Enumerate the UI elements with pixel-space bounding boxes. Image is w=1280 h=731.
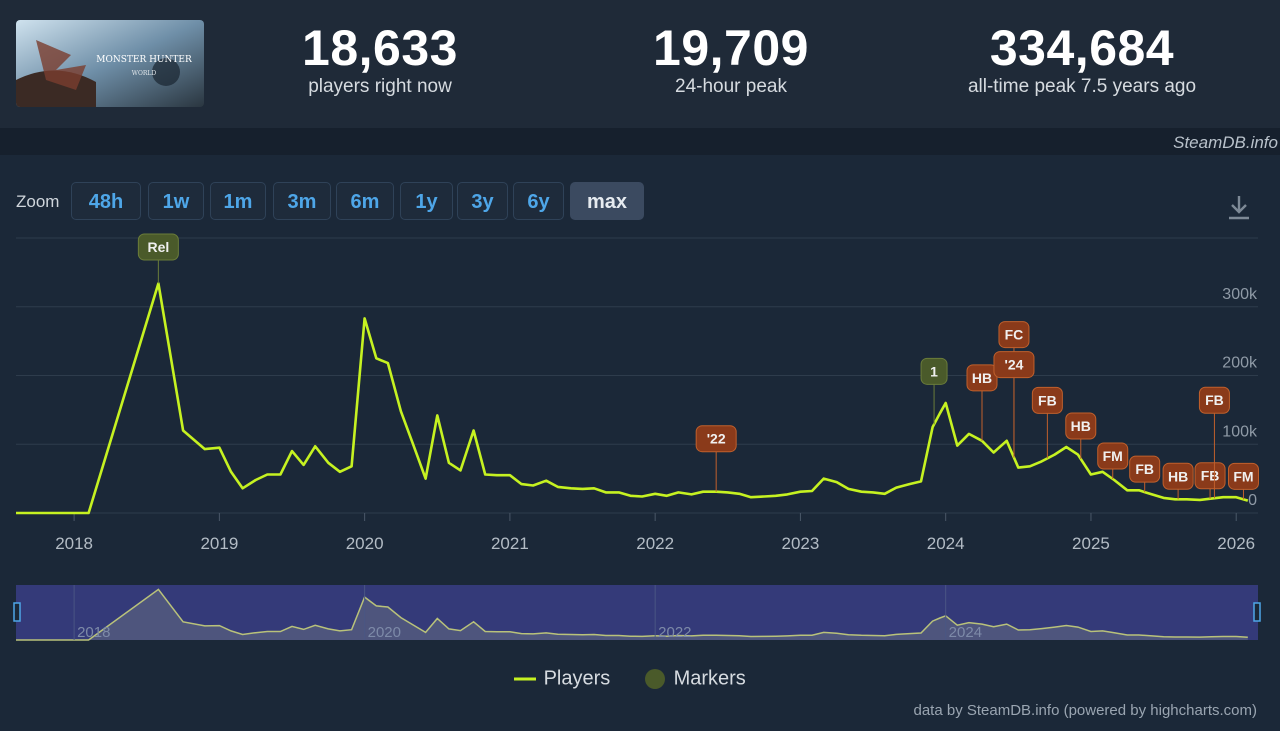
marker-flag	[920, 357, 948, 385]
navigator-series-line	[16, 588, 1248, 641]
download-icon[interactable]	[1224, 192, 1254, 222]
marker-label: Rel	[147, 239, 169, 255]
marker-label: 1	[930, 363, 938, 379]
marker-label: FB	[1038, 392, 1057, 408]
zoom-button-1y[interactable]: 1y	[400, 182, 453, 220]
zoom-label: Zoom	[16, 192, 60, 211]
marker-flag	[1031, 386, 1063, 414]
x-tick-label: 2023	[782, 534, 820, 553]
navigator-handle-left	[13, 602, 21, 622]
stat-players-now: 18,633 players right now	[210, 22, 550, 98]
marker-label: FB	[1201, 468, 1220, 484]
legend-circle-swatch	[645, 669, 665, 689]
marker-label: HB	[1071, 418, 1091, 434]
marker-label: FM	[1233, 468, 1253, 484]
marker-flag	[998, 321, 1030, 349]
x-tick-label: 2018	[55, 534, 93, 553]
stat-value: 18,633	[302, 20, 458, 76]
marker-label: '22	[707, 431, 726, 447]
player-count-chart[interactable]: 0 100k 200k 300k 2018 2019 2020 2021 2022 2023 202…	[0, 230, 1280, 660]
x-tick-label: 2020	[346, 534, 384, 553]
marker-flag	[695, 425, 737, 453]
marker-flag	[137, 233, 179, 261]
stat-24h-peak: 19,709 24-hour peak	[561, 22, 901, 98]
stat-label: players right now	[308, 76, 452, 97]
y-tick-label: 100k	[1222, 423, 1258, 440]
zoom-button-6y[interactable]: 6y	[513, 182, 564, 220]
marker-flag	[1065, 412, 1097, 440]
steamdb-credit-top[interactable]: SteamDB.info	[1173, 133, 1278, 152]
legend-label-players: Players	[543, 667, 611, 690]
capsule-subtitle: WORLD	[132, 70, 157, 77]
legend-item-players[interactable]: Players	[514, 667, 610, 691]
navigator-handle-right	[1253, 602, 1261, 622]
zoom-button-48h[interactable]: 48h	[71, 182, 141, 220]
marker-flag	[1194, 462, 1226, 490]
marker-label: FB	[1205, 392, 1224, 408]
capsule-title: MONSTER HUNTER	[96, 55, 192, 65]
y-tick-label: 200k	[1222, 355, 1258, 372]
marker-flag	[1198, 386, 1230, 414]
marker-label: HB	[1168, 468, 1188, 484]
x-tick-label: 2019	[200, 534, 238, 553]
y-tick-label: 0	[1248, 492, 1257, 509]
y-tick-label: 300k	[1222, 286, 1258, 303]
marker-flag	[1162, 462, 1194, 490]
stat-label: 24-hour peak	[675, 76, 787, 97]
navigator-tick-label: 2024	[949, 624, 982, 641]
stat-all-time-peak: 334,684 all-time peak 7.5 years ago	[912, 22, 1252, 98]
stat-label: all-time peak 7.5 years ago	[967, 76, 1197, 97]
game-capsule-image[interactable]: MONSTER HUNTER WORLD	[16, 20, 204, 107]
marker-flag	[966, 364, 998, 392]
marker-label: FC	[1005, 327, 1024, 343]
x-tick-label: 2021	[491, 534, 529, 553]
players-series-line	[16, 282, 1249, 515]
x-tick-label: 2026	[1217, 534, 1255, 553]
zoom-button-3y[interactable]: 3y	[457, 182, 508, 220]
legend-label-markers: Markers	[673, 667, 746, 690]
marker-flag	[1129, 455, 1161, 483]
navigator-area	[16, 589, 1248, 640]
zoom-button-6m[interactable]: 6m	[336, 182, 394, 220]
marker-flag	[1097, 442, 1129, 470]
marker-label: FM	[1103, 448, 1123, 464]
marker-label: '24	[1005, 357, 1024, 373]
zoom-button-1m[interactable]: 1m	[210, 182, 266, 220]
highcharts-credit[interactable]: data by SteamDB.info (powered by highcha…	[913, 702, 1258, 719]
stats-header	[0, 0, 1280, 128]
marker-flag	[1227, 462, 1259, 490]
navigator-tick-label: 2022	[658, 624, 691, 641]
navigator-tick-label: 2020	[368, 624, 401, 641]
stat-value: 19,709	[653, 20, 809, 76]
marker-label: FB	[1135, 461, 1154, 477]
legend-item-markers[interactable]: Markers	[644, 667, 746, 691]
marker-flag	[993, 351, 1035, 379]
zoom-button-1w[interactable]: 1w	[148, 182, 204, 220]
x-tick-label: 2022	[636, 534, 674, 553]
x-tick-label: 2024	[927, 534, 965, 553]
navigator-tick-label: 2018	[77, 624, 110, 641]
zoom-button-3m[interactable]: 3m	[273, 182, 331, 220]
navigator-selected-range	[161, 585, 950, 640]
x-tick-label: 2025	[1072, 534, 1110, 553]
capsule-art: MONSTER HUNTER WORLD	[16, 20, 204, 107]
navigator-range-head	[16, 585, 161, 640]
marker-label: HB	[972, 370, 992, 386]
stat-value: 334,684	[989, 20, 1175, 76]
divider-strip	[0, 128, 1280, 155]
zoom-button-max[interactable]: max	[570, 182, 644, 220]
